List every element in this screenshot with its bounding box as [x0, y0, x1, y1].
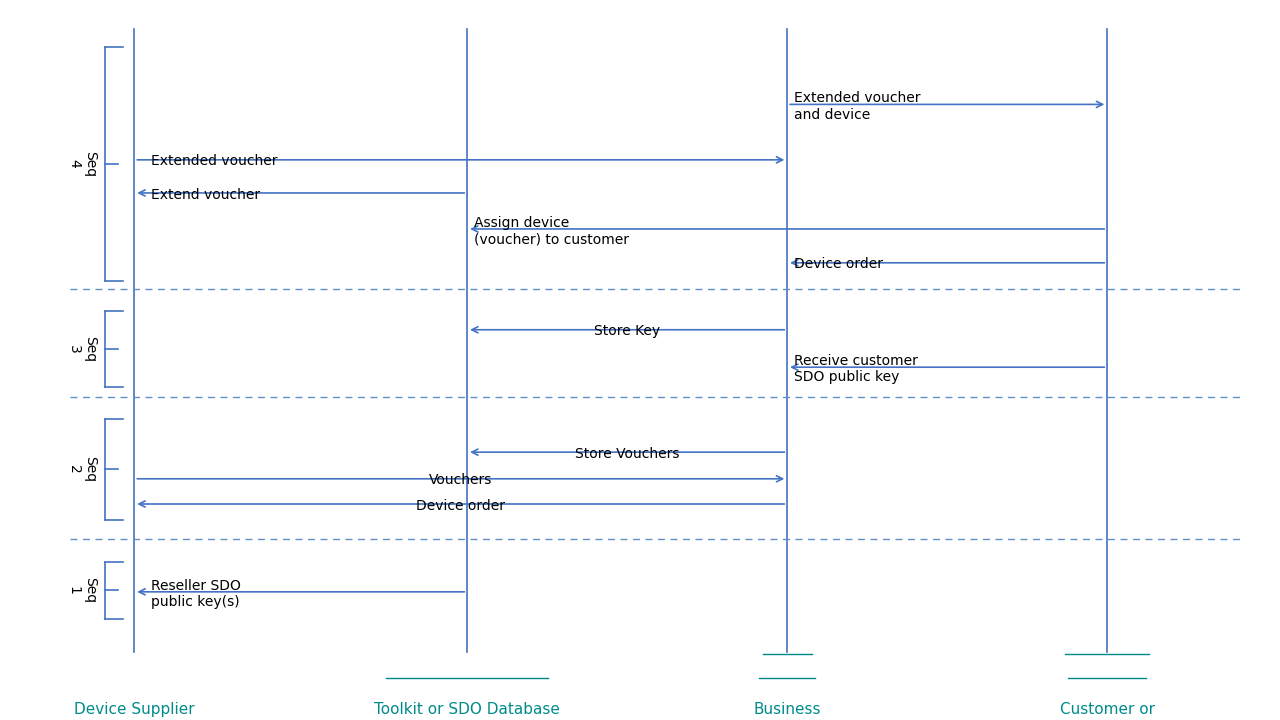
Text: Toolkit or SDO Database: Toolkit or SDO Database [374, 702, 561, 717]
Text: Vouchers: Vouchers [429, 474, 493, 487]
Text: Seq
2: Seq 2 [67, 456, 97, 482]
Text: Customer or
Supply Chain: Customer or Supply Chain [1057, 702, 1157, 720]
Text: Seq
3: Seq 3 [67, 336, 97, 362]
Text: Business
Systems: Business Systems [754, 702, 820, 720]
Text: Extended voucher
and device: Extended voucher and device [794, 91, 920, 122]
Text: Seq
4: Seq 4 [67, 150, 97, 177]
Text: Reseller SDO
public key(s): Reseller SDO public key(s) [151, 579, 241, 609]
Text: Extend voucher: Extend voucher [151, 188, 260, 202]
Text: Store Vouchers: Store Vouchers [575, 447, 680, 461]
Text: Extended voucher: Extended voucher [151, 155, 278, 168]
Text: Device Supplier: Device Supplier [74, 702, 195, 717]
Text: Assign device
(voucher) to customer: Assign device (voucher) to customer [474, 216, 628, 246]
Text: Device order: Device order [794, 258, 883, 271]
Text: Store Key: Store Key [594, 325, 660, 338]
Text: Receive customer
SDO public key: Receive customer SDO public key [794, 354, 918, 384]
Text: Seq
1: Seq 1 [67, 577, 97, 603]
Text: Device order: Device order [416, 499, 506, 513]
